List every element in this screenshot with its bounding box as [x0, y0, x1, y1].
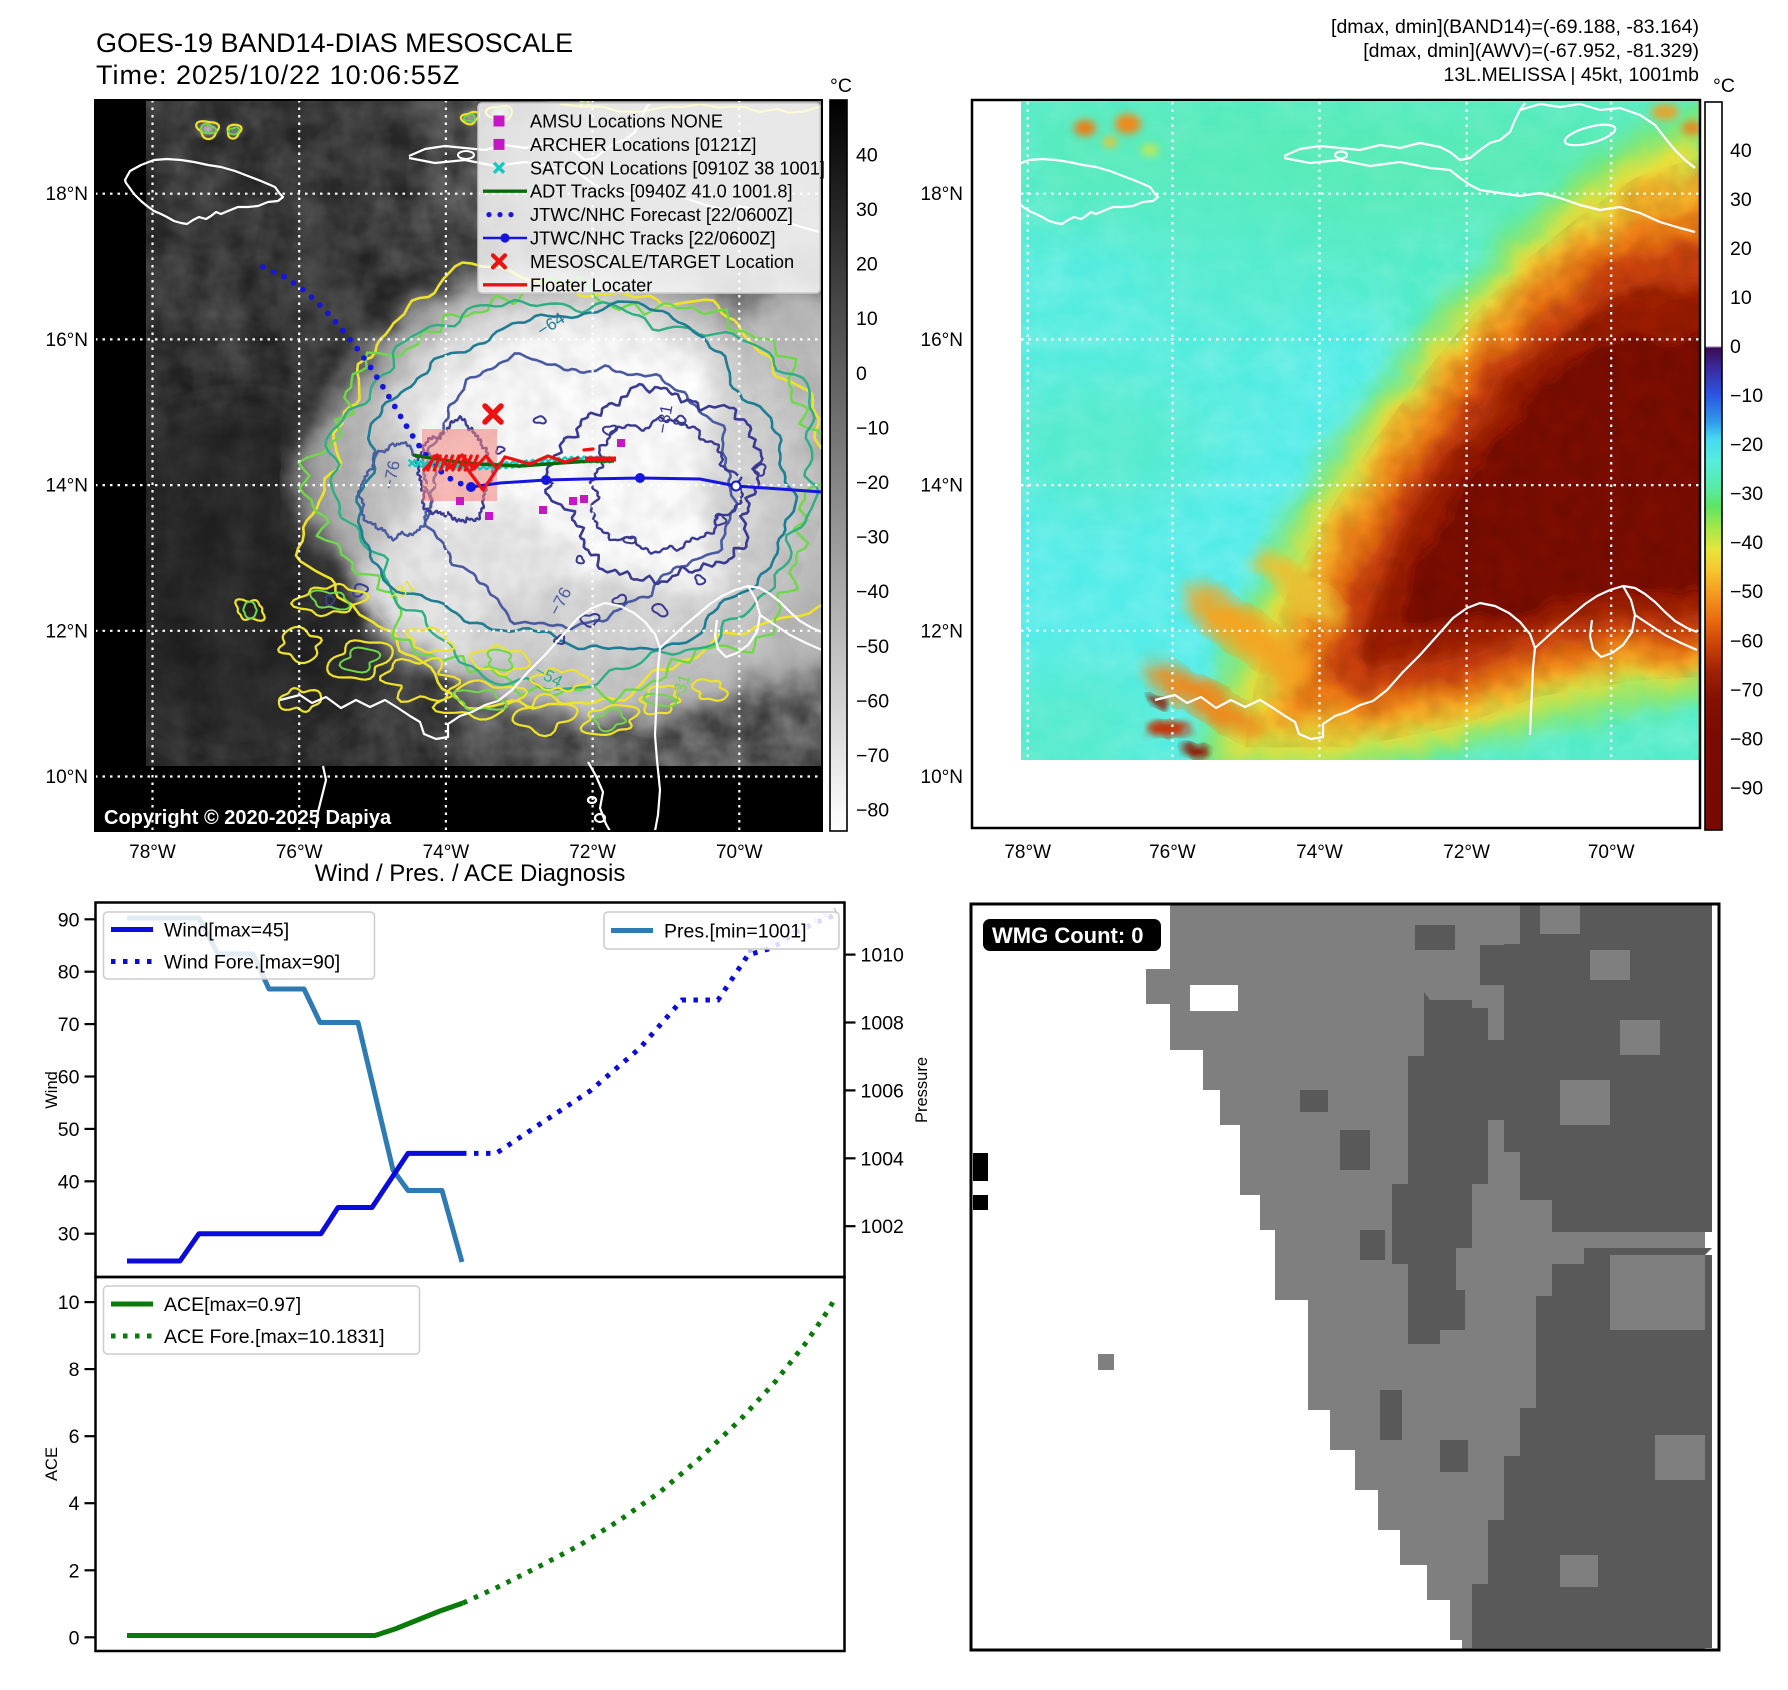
svg-text:30: 30	[58, 1224, 80, 1246]
svg-text:MESOSCALE/TARGET Location: MESOSCALE/TARGET Location	[530, 252, 794, 272]
svg-text:1004: 1004	[861, 1148, 905, 1170]
svg-text:Wind Fore.[max=90]: Wind Fore.[max=90]	[164, 952, 340, 974]
svg-text:70°W: 70°W	[716, 842, 763, 863]
svg-text:−30: −30	[856, 527, 889, 549]
svg-text:70°W: 70°W	[1588, 842, 1635, 863]
svg-text:1010: 1010	[861, 945, 905, 967]
svg-text:70: 70	[58, 1014, 80, 1036]
svg-text:−80: −80	[856, 800, 889, 822]
svg-text:60: 60	[58, 1067, 80, 1089]
svg-text:Time: 2025/10/22 10:06:55Z: Time: 2025/10/22 10:06:55Z	[96, 60, 460, 90]
svg-text:−10: −10	[1730, 385, 1763, 407]
svg-text:Pres.[min=1001]: Pres.[min=1001]	[664, 921, 807, 943]
svg-text:13L.MELISSA | 45kt, 1001mb: 13L.MELISSA | 45kt, 1001mb	[1444, 64, 1700, 86]
svg-text:°C: °C	[830, 75, 852, 97]
svg-text:74°W: 74°W	[1296, 842, 1343, 863]
svg-text:1002: 1002	[861, 1216, 904, 1238]
svg-text:90: 90	[58, 909, 80, 931]
svg-text:30: 30	[856, 199, 878, 221]
svg-text:[dmax, dmin](AWV)=(-67.952, -8: [dmax, dmin](AWV)=(-67.952, -81.329)	[1363, 40, 1699, 62]
svg-text:Wind / Pres. / ACE Diagnosis: Wind / Pres. / ACE Diagnosis	[315, 860, 626, 887]
svg-text:0: 0	[856, 363, 867, 385]
svg-text:10: 10	[58, 1292, 80, 1314]
svg-text:16°N: 16°N	[46, 330, 88, 351]
svg-text:−70: −70	[1730, 679, 1763, 701]
svg-text:30: 30	[1730, 189, 1752, 211]
svg-text:78°W: 78°W	[129, 842, 176, 863]
svg-text:50: 50	[58, 1119, 80, 1141]
svg-text:76°W: 76°W	[276, 842, 323, 863]
svg-text:Pressure: Pressure	[913, 1057, 931, 1123]
svg-text:−50: −50	[1730, 581, 1763, 603]
svg-text:ACE[max=0.97]: ACE[max=0.97]	[164, 1294, 301, 1316]
svg-text:JTWC/NHC Forecast [22/0600Z]: JTWC/NHC Forecast [22/0600Z]	[530, 205, 793, 225]
svg-text:12°N: 12°N	[46, 621, 88, 642]
svg-text:72°W: 72°W	[1443, 842, 1490, 863]
svg-text:Floater Locater: Floater Locater	[530, 275, 652, 295]
svg-text:−20: −20	[1730, 434, 1763, 456]
svg-text:SATCON Locations [0910Z 38 100: SATCON Locations [0910Z 38 1001]	[530, 158, 825, 178]
svg-text:1006: 1006	[861, 1080, 904, 1102]
svg-text:−10: −10	[856, 417, 889, 439]
svg-text:2: 2	[69, 1560, 80, 1582]
svg-text:−50: −50	[856, 636, 889, 658]
svg-text:10: 10	[856, 308, 878, 330]
svg-text:40: 40	[58, 1171, 80, 1193]
svg-text:18°N: 18°N	[46, 184, 88, 205]
svg-text:JTWC/NHC Tracks [22/0600Z]: JTWC/NHC Tracks [22/0600Z]	[530, 229, 776, 249]
svg-text:40: 40	[856, 144, 878, 166]
svg-text:1008: 1008	[861, 1013, 904, 1035]
svg-text:WMG Count: 0: WMG Count: 0	[992, 923, 1144, 948]
svg-text:[dmax, dmin](BAND14)=(-69.188,: [dmax, dmin](BAND14)=(-69.188, -83.164)	[1331, 16, 1699, 38]
svg-text:−70: −70	[856, 745, 889, 767]
svg-text:40: 40	[1730, 140, 1752, 162]
svg-text:14°N: 14°N	[921, 476, 963, 497]
svg-text:80: 80	[58, 962, 80, 984]
svg-text:10°N: 10°N	[921, 767, 963, 788]
svg-text:4: 4	[69, 1493, 80, 1515]
svg-text:−40: −40	[856, 581, 889, 603]
svg-text:ACE: ACE	[43, 1447, 61, 1481]
svg-text:16°N: 16°N	[921, 330, 963, 351]
svg-text:8: 8	[69, 1359, 80, 1381]
svg-text:−90: −90	[1730, 778, 1763, 800]
svg-text:−20: −20	[856, 472, 889, 494]
svg-text:0: 0	[69, 1627, 80, 1649]
svg-text:20: 20	[856, 254, 878, 276]
svg-text:AMSU Locations NONE: AMSU Locations NONE	[530, 112, 723, 132]
svg-text:ARCHER Locations [0121Z]: ARCHER Locations [0121Z]	[530, 135, 756, 155]
svg-text:72°W: 72°W	[569, 842, 616, 863]
svg-text:−40: −40	[1730, 532, 1763, 554]
svg-text:Copyright © 2020-2025 Dapiya: Copyright © 2020-2025 Dapiya	[104, 807, 392, 829]
svg-text:GOES-19 BAND14-DIAS MESOSCALE: GOES-19 BAND14-DIAS MESOSCALE	[96, 28, 573, 58]
svg-text:0: 0	[1730, 336, 1741, 358]
svg-text:−30: −30	[1730, 483, 1763, 505]
svg-text:Wind[max=45]: Wind[max=45]	[164, 920, 289, 942]
svg-text:18°N: 18°N	[921, 184, 963, 205]
svg-text:−60: −60	[1730, 630, 1763, 652]
svg-text:ADT Tracks [0940Z 41.0 1001.8]: ADT Tracks [0940Z 41.0 1001.8]	[530, 182, 793, 202]
svg-text:74°W: 74°W	[423, 842, 470, 863]
svg-text:°C: °C	[1713, 75, 1735, 97]
svg-text:−80: −80	[1730, 728, 1763, 750]
svg-text:78°W: 78°W	[1004, 842, 1051, 863]
svg-text:10°N: 10°N	[46, 767, 88, 788]
svg-text:14°N: 14°N	[46, 476, 88, 497]
svg-text:76°W: 76°W	[1149, 842, 1196, 863]
svg-text:−81: −81	[653, 403, 677, 435]
svg-text:Wind: Wind	[43, 1071, 61, 1109]
svg-text:−60: −60	[856, 690, 889, 712]
svg-text:20: 20	[1730, 238, 1752, 260]
svg-text:ACE Fore.[max=10.1831]: ACE Fore.[max=10.1831]	[164, 1326, 385, 1348]
svg-text:6: 6	[69, 1426, 80, 1448]
svg-text:10: 10	[1730, 287, 1752, 309]
svg-text:12°N: 12°N	[921, 621, 963, 642]
